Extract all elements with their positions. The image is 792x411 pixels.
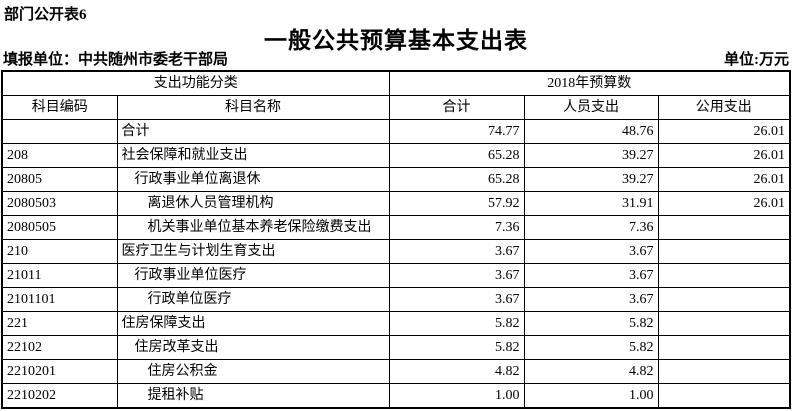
total-cell: 65.28 (388, 167, 525, 192)
meta-row: 填报单位：中共随州市委老干部局 单位:万元 (3, 48, 789, 69)
subject-code-cell: 210 (1, 239, 118, 264)
total-cell: 5.82 (388, 311, 525, 336)
table-row: 21011 行政事业单位医疗 3.67 3.67 (1, 263, 791, 288)
public-expense-cell (657, 335, 791, 360)
personnel-expense-cell: 7.36 (523, 215, 659, 240)
table-row: 22102 住房改革支出 5.82 5.82 (1, 335, 791, 360)
reporting-unit-label: 填报单位：中共随州市委老干部局 (3, 52, 229, 68)
header-row-columns: 科目编码 科目名称 合计 人员支出 公用支出 (1, 95, 791, 120)
budget-table: 支出功能分类 2018年预算数 科目编码 科目名称 合计 人员支出 公用支出 合… (1, 70, 792, 409)
total-cell: 57.92 (388, 191, 525, 216)
table-row: 2101101 行政单位医疗 3.67 3.67 (1, 287, 791, 312)
public-expense-cell (657, 287, 791, 312)
table-row: 20805 行政事业单位离退休 65.28 39.27 26.01 (1, 167, 791, 192)
public-expense-cell (657, 359, 791, 384)
personnel-expense-cell: 5.82 (523, 311, 659, 336)
total-cell: 1.00 (388, 383, 525, 409)
table-row: 合计 74.77 48.76 26.01 (1, 119, 791, 144)
total-cell: 65.28 (388, 143, 525, 168)
header-function-classification: 支出功能分类 (1, 70, 390, 96)
total-cell: 3.67 (388, 263, 525, 288)
public-expense-cell: 26.01 (657, 191, 791, 216)
subject-name-cell: 社会保障和就业支出 (116, 143, 390, 168)
subject-name-cell: 合计 (116, 119, 390, 144)
public-expense-cell (657, 239, 791, 264)
table-row: 2080505 机关事业单位基本养老保险缴费支出 7.36 7.36 (1, 215, 791, 240)
public-expense-cell: 26.01 (657, 167, 791, 192)
personnel-expense-cell: 48.76 (523, 119, 659, 144)
table-row: 2080503 离退休人员管理机构 57.92 31.91 26.01 (1, 191, 791, 216)
subject-code-cell: 221 (1, 311, 118, 336)
public-expense-cell (657, 311, 791, 336)
subject-code-cell: 2101101 (1, 287, 118, 312)
subject-name-cell: 离退休人员管理机构 (116, 191, 390, 216)
subject-name-cell: 医疗卫生与计划生育支出 (116, 239, 390, 264)
personnel-expense-cell: 1.00 (523, 383, 659, 409)
total-cell: 74.77 (388, 119, 525, 144)
unit-note: 单位:万元 (724, 52, 789, 68)
personnel-expense-cell: 5.82 (523, 335, 659, 360)
public-expense-cell (657, 383, 791, 409)
table-row: 208 社会保障和就业支出 65.28 39.27 26.01 (1, 143, 791, 168)
subject-name-cell: 住房保障支出 (116, 311, 390, 336)
subject-name-cell: 行政事业单位离退休 (116, 167, 390, 192)
subject-code-cell (1, 119, 118, 144)
table-body: 合计 74.77 48.76 26.01 208 社会保障和就业支出 65.28 39.27 2… (1, 119, 791, 409)
subject-code-cell: 20805 (1, 167, 118, 192)
table-row: 221 住房保障支出 5.82 5.82 (1, 311, 791, 336)
subject-code-cell: 21011 (1, 263, 118, 288)
header-subject-code: 科目编码 (1, 95, 118, 120)
total-cell: 3.67 (388, 239, 525, 264)
public-expense-cell: 26.01 (657, 143, 791, 168)
personnel-expense-cell: 31.91 (523, 191, 659, 216)
total-cell: 4.82 (388, 359, 525, 384)
subject-code-cell: 2210201 (1, 359, 118, 384)
subject-code-cell: 22102 (1, 335, 118, 360)
page-title: 一般公共预算基本支出表 (264, 28, 528, 53)
subject-name-cell: 行政单位医疗 (116, 287, 390, 312)
header-personnel-expense: 人员支出 (523, 95, 659, 120)
personnel-expense-cell: 4.82 (523, 359, 659, 384)
subject-name-cell: 住房公积金 (116, 359, 390, 384)
header-subject-name: 科目名称 (116, 95, 390, 120)
subject-name-cell: 住房改革支出 (116, 335, 390, 360)
personnel-expense-cell: 3.67 (523, 239, 659, 264)
header-row-groups: 支出功能分类 2018年预算数 (1, 70, 791, 96)
public-expense-cell: 26.01 (657, 119, 791, 144)
public-expense-cell (657, 215, 791, 240)
personnel-expense-cell: 3.67 (523, 287, 659, 312)
total-cell: 3.67 (388, 287, 525, 312)
subject-name-cell: 机关事业单位基本养老保险缴费支出 (116, 215, 390, 240)
subject-code-cell: 2080503 (1, 191, 118, 216)
subject-code-cell: 2080505 (1, 215, 118, 240)
subject-name-cell: 提租补贴 (116, 383, 390, 409)
subject-code-cell: 208 (1, 143, 118, 168)
table-row: 210 医疗卫生与计划生育支出 3.67 3.67 (1, 239, 791, 264)
table-row: 2210202 提租补贴 1.00 1.00 (1, 383, 791, 409)
table-row: 2210201 住房公积金 4.82 4.82 (1, 359, 791, 384)
public-expense-cell (657, 263, 791, 288)
header-total: 合计 (388, 95, 525, 120)
personnel-expense-cell: 39.27 (523, 167, 659, 192)
header-budget-2018: 2018年预算数 (388, 70, 791, 96)
header-public-expense: 公用支出 (657, 95, 791, 120)
total-cell: 5.82 (388, 335, 525, 360)
subject-code-cell: 2210202 (1, 383, 118, 409)
total-cell: 7.36 (388, 215, 525, 240)
personnel-expense-cell: 3.67 (523, 263, 659, 288)
personnel-expense-cell: 39.27 (523, 143, 659, 168)
sheet-label: 部门公开表6 (4, 7, 87, 23)
subject-name-cell: 行政事业单位医疗 (116, 263, 390, 288)
